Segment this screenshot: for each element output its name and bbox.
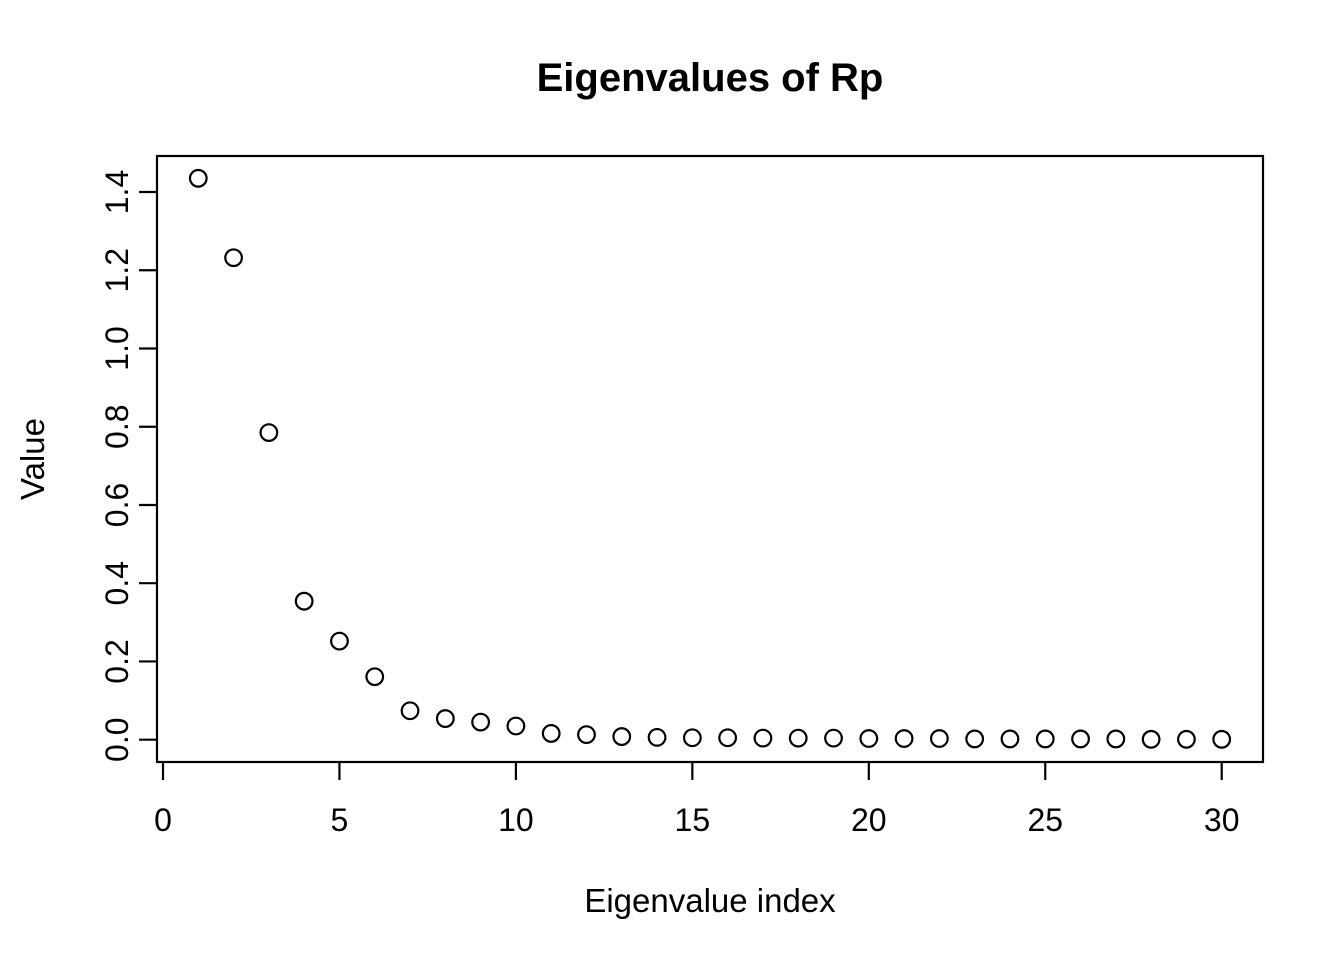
- data-point: [471, 712, 491, 732]
- y-axis-label: Value: [14, 418, 51, 500]
- data-point: [259, 423, 279, 442]
- y-tick-label: 1.4: [99, 170, 135, 214]
- chart-title: Eigenvalues of Rp: [536, 56, 884, 100]
- x-tick-label: 25: [1027, 802, 1063, 838]
- data-point: [400, 701, 420, 721]
- plot-box: [155, 154, 1265, 764]
- data-point: [718, 728, 738, 748]
- x-tick-label: 0: [154, 802, 172, 838]
- data-point: [1000, 729, 1020, 749]
- data-point: [1106, 729, 1126, 749]
- data-point: [647, 727, 667, 747]
- y-tick-label: 0.0: [99, 717, 135, 761]
- x-tick-label: 5: [331, 802, 349, 838]
- data-point: [224, 248, 243, 268]
- y-tick-label: 1.2: [99, 248, 135, 292]
- x-axis-label: Eigenvalue index: [584, 882, 836, 919]
- data-point: [1177, 729, 1196, 749]
- x-tick-label: 15: [675, 802, 711, 838]
- data-point: [682, 728, 702, 748]
- y-tick-label: 0.2: [99, 639, 135, 683]
- data-point: [435, 709, 455, 728]
- data-point: [753, 728, 773, 748]
- data-point: [365, 667, 385, 687]
- data-point: [612, 727, 632, 746]
- data-point: [1212, 729, 1232, 749]
- data-point: [1035, 729, 1055, 749]
- x-tick-label: 10: [498, 802, 534, 838]
- data-point: [294, 591, 314, 611]
- data-point: [188, 168, 208, 188]
- y-tick-label: 0.4: [99, 561, 135, 605]
- data-point: [541, 724, 561, 743]
- data-points: [188, 168, 1232, 749]
- x-axis: 0 5 10 15 20 25 30: [154, 762, 1240, 838]
- data-point: [965, 729, 985, 749]
- y-tick-label: 1.0: [99, 326, 135, 370]
- data-point: [330, 631, 349, 651]
- data-point: [577, 725, 596, 745]
- data-point: [894, 729, 914, 748]
- data-point: [1071, 729, 1090, 749]
- data-point: [859, 729, 879, 748]
- y-tick-label: 0.6: [99, 483, 135, 527]
- data-point: [788, 728, 808, 748]
- x-tick-label: 30: [1204, 802, 1240, 838]
- data-point: [824, 728, 843, 748]
- data-point: [506, 716, 526, 736]
- y-tick-label: 0.8: [99, 404, 135, 448]
- plot-border: [155, 154, 1265, 764]
- y-axis: 0.0 0.2 0.4 0.6 0.8 1.0 1.2 1.4: [99, 170, 157, 762]
- data-point: [1141, 729, 1161, 749]
- data-point: [929, 729, 949, 748]
- x-tick-label: 20: [851, 802, 887, 838]
